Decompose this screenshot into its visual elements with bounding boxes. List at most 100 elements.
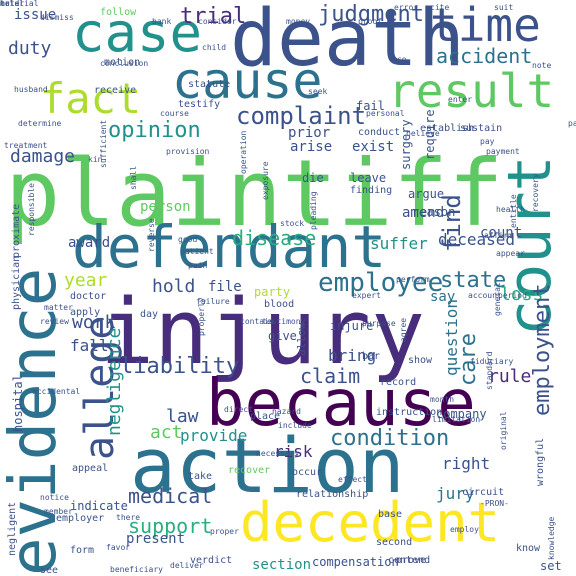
word-surgery: surgery [399,119,413,170]
word-personal: personal [366,109,405,118]
word-arise: arise [290,139,333,155]
word-sustain: sustain [460,123,503,134]
word-prior: prior [288,125,331,141]
word-bar: bar [362,351,381,362]
word-judgment: judgment [318,2,424,27]
word-believe: believe [406,129,440,138]
word-case: case [72,1,203,64]
word-defendant: defendant [72,213,387,281]
word-shall: shall [129,165,138,190]
word-argue: argue [408,187,445,201]
word-necessary: necessary [256,449,300,458]
word-general: general [493,282,502,316]
word-exist: exist [352,139,395,155]
word-kin: kin [88,155,103,164]
word-expert: expert [352,291,381,300]
word-accident: accident [436,44,533,68]
word-provision: provision [166,147,210,156]
word-apply: apply [70,307,101,318]
word-follow: follow [100,7,137,18]
word-liability: liability [120,354,240,379]
word-trial-small: trial [0,0,25,8]
word-bring: bring [328,346,377,365]
word-agree: agree [399,317,408,342]
word-place: place [250,411,281,422]
word-bank: bank [152,17,172,26]
word-suit: suit [494,3,514,12]
word-base: base [378,509,403,520]
word-section: section [252,557,312,573]
word-include: include [278,421,312,430]
word-fall: fall [70,336,109,355]
word-matter: matter [44,303,73,312]
word-doctor: doctor [70,291,107,302]
word-hold-small: hold [0,0,20,8]
word-period: period [498,291,527,300]
word-set: set [540,559,562,573]
word-payment: payment [486,147,520,156]
word-jury: jury [436,484,475,503]
word-hospital: hospital [11,374,25,432]
word-compensation: compensation [312,555,399,569]
word-account: account [468,291,502,300]
word-there: there [116,513,141,522]
word-money: money [286,17,311,26]
word-pron: -PRON- [480,499,509,508]
word-ice: ice [392,55,407,64]
word-give: give [268,329,297,343]
word-proper: proper [210,527,239,536]
word-effect: effect [338,475,367,484]
word-instruction: instruction [376,407,443,418]
word-limitation: limitation [432,415,481,424]
word-original: original [499,411,508,450]
word-provide: provide [180,426,248,445]
word-plaintiff: plaintiff [5,140,504,247]
word-hazard: hazard [272,407,301,416]
word-receive: receive [94,85,137,96]
word-reverse: reverse [147,218,156,252]
word-because: because [206,367,476,441]
word-occur: occur [292,467,323,478]
word-standard: standard [485,351,494,390]
word-physician: physician [11,255,22,310]
word-complaint: complaint [236,102,367,130]
word-cite: cite [430,3,450,12]
word-medical: medical [128,484,213,508]
word-par: par [568,119,576,128]
word-take: take [188,471,213,482]
word-person: person [140,199,191,215]
word-health: health [496,205,525,214]
word-material: material [0,0,39,8]
word-relationship: relationship [296,489,369,500]
word-dismiss: dismiss [40,13,74,22]
word-risk: risk [274,442,313,461]
word-allow: allow [295,322,308,356]
word-amend: amend [402,205,445,221]
word-present: present [126,531,186,547]
word-law: law [166,406,199,427]
word-reason: reason [412,205,456,219]
word-work: work [72,312,116,333]
word-loss: loss [500,284,544,305]
word-employee: employee [318,268,444,298]
word-conclusion: conclusion [100,59,149,68]
word-count: count [480,225,523,241]
word-conduct: conduct [358,127,401,138]
word-opinion: opinion [108,118,201,143]
word-employment: employment [530,283,555,416]
word-recovery: recovery [531,173,540,212]
word-testimony: testimony [262,317,306,326]
word-death: death [230,0,465,84]
word-proximate: proximate [11,203,22,258]
word-review: review [40,317,69,326]
word-issue: issue [14,7,57,23]
word-consider: consider [198,17,237,26]
word-exposure: exposure [261,161,270,200]
word-second: second [376,537,413,548]
word-party: party [254,285,291,299]
word-notice: notice [40,493,69,502]
word-award: award [68,235,111,251]
word-injury: injury [100,280,426,385]
word-treatment: treatment [4,141,48,150]
